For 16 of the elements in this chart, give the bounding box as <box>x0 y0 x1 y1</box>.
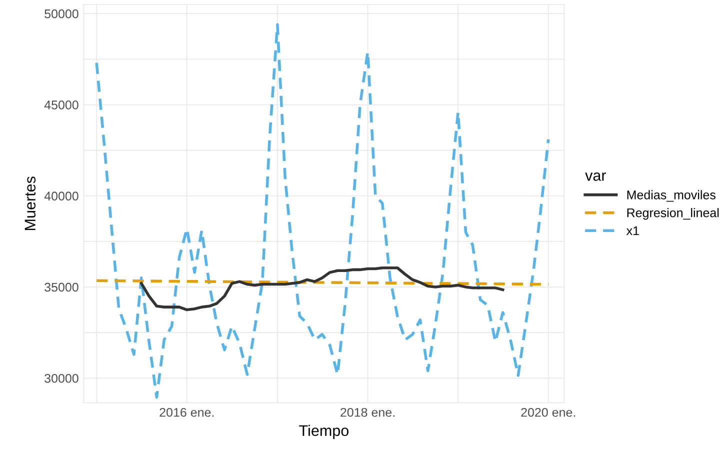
legend-label: Regresion_lineal <box>627 208 719 220</box>
legend-title: var <box>585 172 606 181</box>
y-tick-label: 50000 <box>44 9 78 18</box>
y-tick-label: 30000 <box>44 374 78 383</box>
x-tick-label: 2018 ene. <box>340 408 394 417</box>
legend-label: x1 <box>626 226 639 236</box>
y-axis-title: Muertes <box>24 176 36 230</box>
y-tick-label: 45000 <box>44 100 78 110</box>
y-tick-label: 40000 <box>44 192 78 201</box>
x-axis-title: Tiempo <box>299 424 349 440</box>
x-tick-label: 2020 ene. <box>521 408 576 417</box>
y-tick-label: 35000 <box>44 282 78 292</box>
line-series <box>140 266 504 312</box>
legend-label: Medias_moviles <box>627 190 716 202</box>
line-series <box>95 23 550 399</box>
x-tick-label: 2016 ene. <box>160 408 214 417</box>
